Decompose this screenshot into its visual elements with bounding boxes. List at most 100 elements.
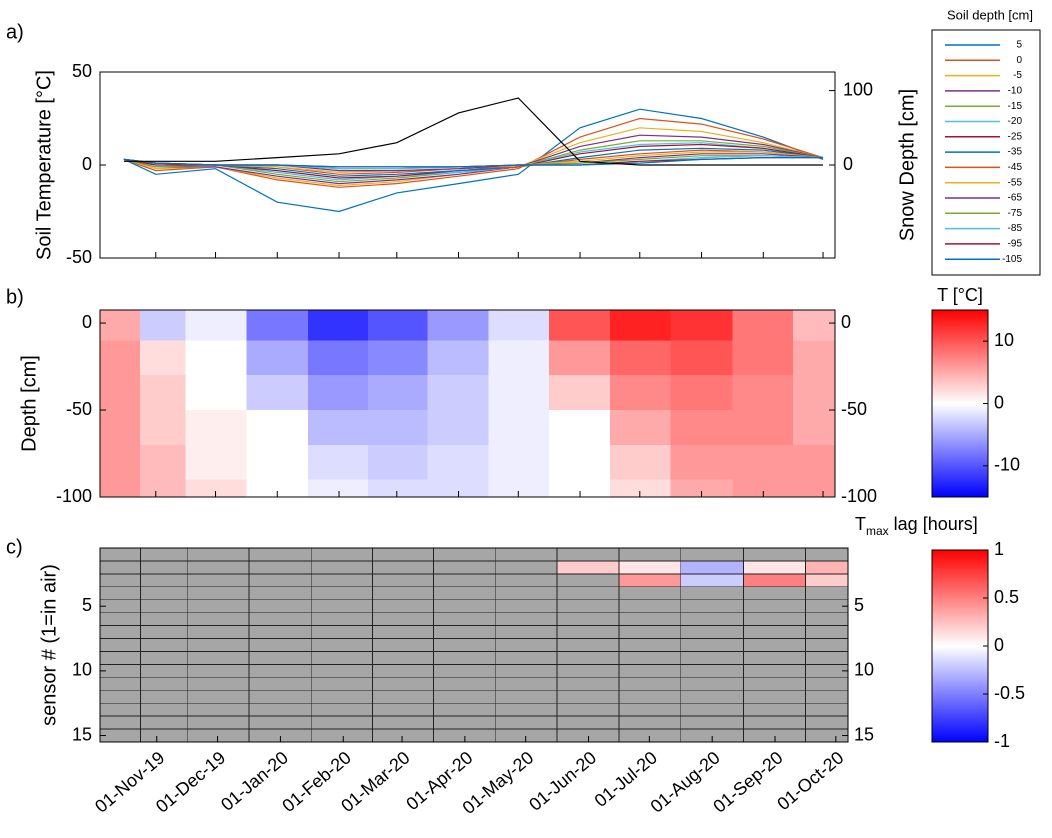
- y-tick-label: 100: [843, 79, 873, 99]
- heat-cell: [367, 444, 428, 480]
- heat-cell: [680, 651, 745, 665]
- heat-cell: [433, 625, 496, 639]
- heat-cell: [140, 651, 188, 665]
- heat-cell: [311, 728, 374, 743]
- heat-cell: [433, 612, 496, 627]
- heat-cell: [494, 689, 558, 704]
- heat-cell: [618, 599, 682, 614]
- y-tick-label: 50: [72, 61, 92, 81]
- heat-cell: [311, 638, 374, 652]
- y-tick-label: -100: [841, 486, 877, 506]
- heat-cell: [186, 586, 250, 601]
- heat-cell: [140, 638, 188, 652]
- heat-cell: [367, 479, 428, 497]
- heat-cell: [556, 599, 620, 614]
- heat-cell: [186, 702, 250, 717]
- heat-cell: [618, 625, 682, 639]
- heat-cell: [140, 702, 188, 717]
- axis-label: Soil Temperature [°C]: [33, 70, 55, 260]
- heat-cell: [556, 638, 620, 652]
- heat-cell: [618, 676, 682, 691]
- data-line: [123, 117, 824, 188]
- heat-cell: [680, 625, 745, 639]
- y-tick-label: 15: [72, 724, 92, 744]
- heat-cell: [186, 599, 250, 614]
- heat-cell: [433, 676, 496, 691]
- heat-cell: [372, 651, 434, 665]
- heat-cell: [186, 728, 250, 743]
- heat-cell: [246, 310, 309, 341]
- heat-cell: [186, 573, 250, 588]
- heat-cell: [140, 547, 188, 562]
- heat-cell: [805, 612, 849, 627]
- y-tick-label: 5: [82, 595, 92, 615]
- heat-cell: [556, 689, 620, 704]
- heat-cell: [680, 715, 745, 730]
- heat-cell: [99, 573, 141, 588]
- legend-title: Soil depth [cm]: [947, 7, 1033, 22]
- heat-cell: [433, 586, 496, 601]
- heat-cell: [743, 638, 806, 652]
- y-tick-label: 5: [854, 595, 864, 615]
- heat-cell: [618, 560, 682, 575]
- legend-label: -75: [1008, 208, 1023, 219]
- data-line: [123, 108, 824, 213]
- legend-label: 0: [1016, 55, 1022, 66]
- heat-cell: [670, 479, 733, 497]
- legend-label: -65: [1008, 193, 1023, 204]
- heat-cell: [805, 625, 849, 639]
- heat-cell: [186, 676, 250, 691]
- heat-cell: [311, 676, 374, 691]
- colorbar-label-part: lag [hours]: [894, 514, 978, 534]
- heat-cell: [805, 599, 849, 614]
- heat-cell: [372, 702, 434, 717]
- heat-cell: [139, 310, 186, 341]
- x-tick-label: 01-Sep-20: [709, 747, 786, 816]
- heat-cell: [311, 702, 374, 717]
- heat-cell: [367, 340, 428, 376]
- heat-cell: [140, 664, 188, 678]
- heat-cell: [372, 599, 434, 614]
- heat-cell: [367, 410, 428, 445]
- heat-cell: [556, 676, 620, 691]
- heat-cell: [246, 410, 309, 445]
- heat-cell: [372, 625, 434, 639]
- heat-cell: [680, 702, 745, 717]
- x-tick-label: 01-Jun-20: [525, 747, 600, 814]
- heat-cell: [680, 547, 745, 562]
- heat-cell: [311, 573, 374, 588]
- heat-cell: [793, 375, 835, 411]
- heat-cell: [488, 340, 550, 376]
- legend-label: -45: [1008, 162, 1023, 173]
- heat-cell: [494, 702, 558, 717]
- heat-cell: [186, 638, 250, 652]
- colorbar-tick-label: -1: [994, 731, 1010, 751]
- heat-cell: [99, 599, 141, 614]
- heat-cell: [139, 410, 186, 445]
- heat-cell: [556, 664, 620, 678]
- heat-cell: [308, 410, 368, 445]
- heat-cell: [99, 676, 141, 691]
- heat-cell: [139, 340, 186, 376]
- heat-cell: [433, 664, 496, 678]
- heat-cell: [99, 715, 141, 730]
- heat-cell: [367, 375, 428, 411]
- heat-cell: [549, 375, 610, 411]
- heat-cell: [311, 560, 374, 575]
- heat-cell: [140, 625, 188, 639]
- heat-cell: [372, 586, 434, 601]
- heat-cell: [556, 625, 620, 639]
- legend-label: -85: [1008, 223, 1023, 234]
- heat-cell: [186, 689, 250, 704]
- heat-cell: [494, 638, 558, 652]
- y-tick-label: 10: [72, 660, 92, 680]
- heat-cell: [793, 479, 835, 497]
- heat-cell: [186, 664, 250, 678]
- colorbar: [931, 549, 989, 743]
- heat-cell: [609, 340, 671, 376]
- heat-cell: [99, 547, 141, 562]
- heat-cell: [793, 444, 835, 480]
- heat-cell: [556, 702, 620, 717]
- data-line: [123, 153, 824, 172]
